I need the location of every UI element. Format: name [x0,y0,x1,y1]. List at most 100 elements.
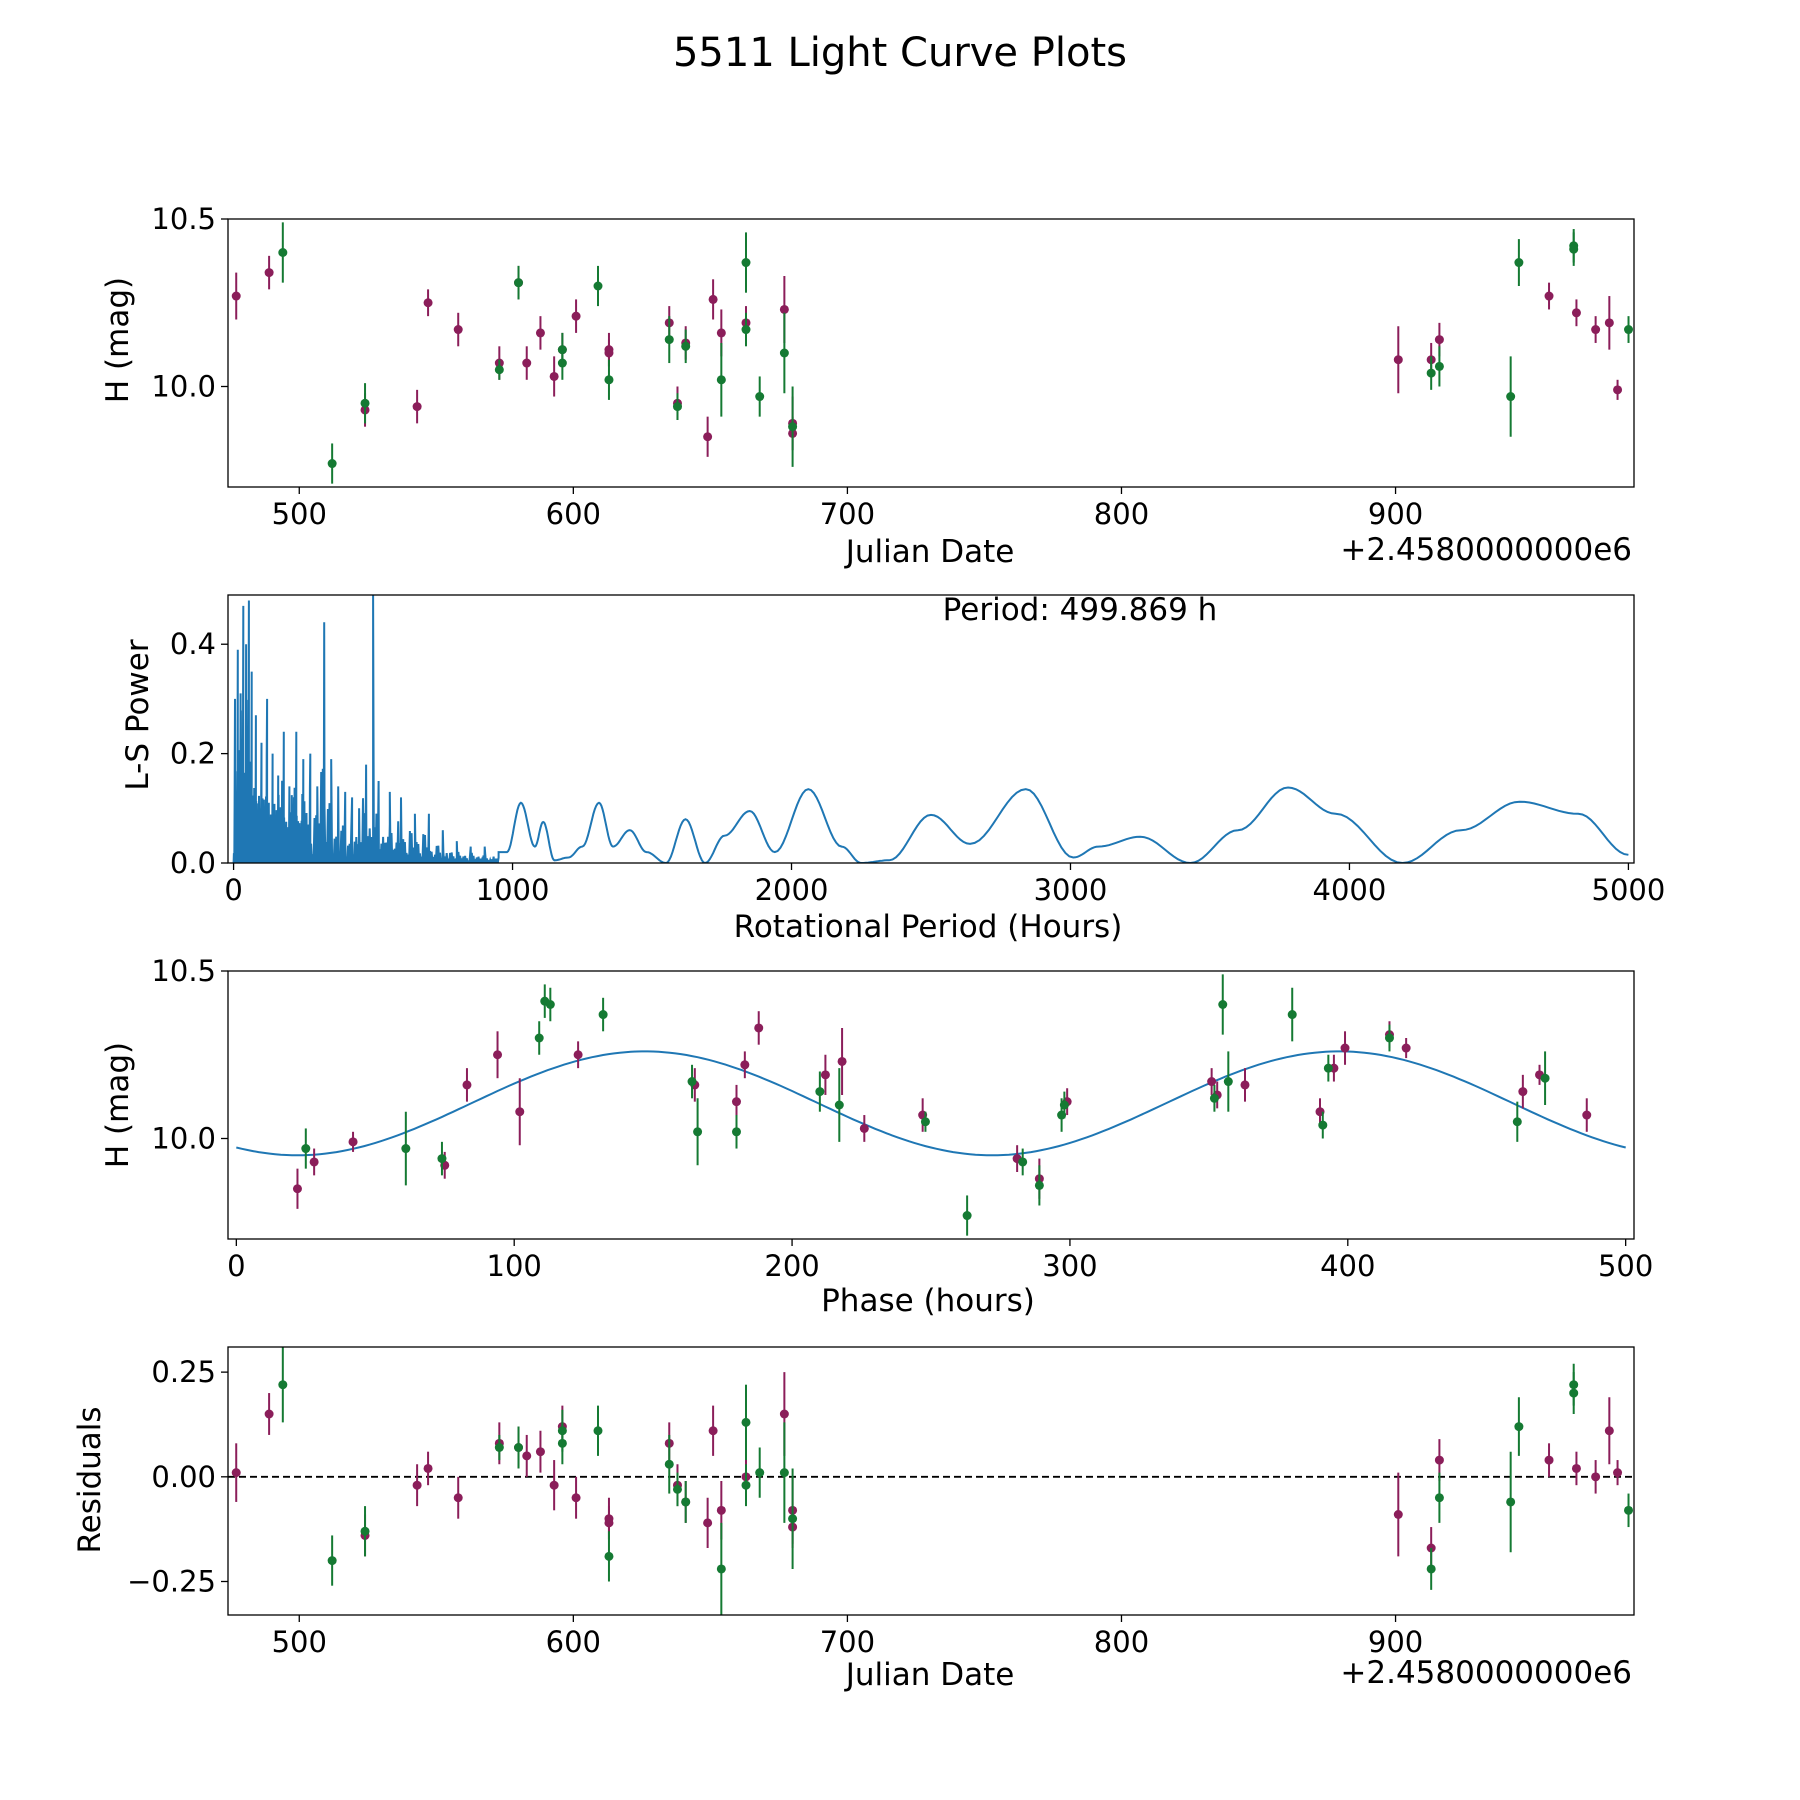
lightcurve-point-green [716,375,726,385]
residuals-point-green [514,1443,524,1452]
phase-point-green [1384,1033,1394,1043]
phase-point-green [1323,1063,1333,1073]
lightcurve-point-purple [1434,335,1444,345]
lightcurve-point-purple [264,268,274,278]
residuals-ytick-label: 0.25 [151,1355,216,1389]
residuals-point-purple [231,1468,241,1478]
phase-ytick-label: 10.5 [151,954,216,988]
lightcurve-point-green [604,375,614,385]
periodogram-xtick-label: 5000 [1592,873,1666,907]
residuals-point-purple [708,1426,718,1436]
residuals-point-purple [522,1451,532,1461]
phase-point-purple [740,1060,750,1070]
residuals-xtick-label: 800 [1094,1625,1149,1659]
lightcurve-point-green [741,325,751,335]
phase-ylabel: H (mag) [100,1042,136,1168]
residuals-point-green [593,1426,603,1436]
residuals-xtick-label: 900 [1368,1625,1423,1659]
phase-point-purple [309,1157,319,1167]
residuals-point-green [1426,1564,1436,1574]
residuals-point-green [664,1459,674,1469]
phase-point-green [815,1087,825,1097]
lightcurve-points [231,222,1634,484]
phase-xtick-label: 300 [1042,1249,1097,1283]
phase-point-green [437,1154,447,1164]
residuals-point-purple [571,1493,581,1503]
residuals-xtick-label: 700 [820,1625,875,1659]
phase-frame [227,970,1635,1240]
phase-point-green [1018,1157,1028,1167]
phase-point-green [1218,1000,1228,1009]
phase-point-purple [754,1023,764,1033]
residuals-point-green [1624,1505,1634,1515]
lightcurve-point-green [741,258,751,268]
lightcurve-xtick-label: 900 [1368,497,1423,531]
residuals-point-green [741,1417,751,1427]
residuals-point-green [360,1526,370,1536]
residuals-point-purple [264,1409,274,1419]
residuals-point-green [716,1564,726,1574]
residuals-point-green [557,1438,567,1448]
phase-point-green [1287,1010,1297,1020]
lightcurve-point-green [278,248,288,257]
lightcurve-point-purple [453,325,463,335]
lightcurve-point-green [1569,244,1579,254]
phase-point-green [1223,1077,1233,1087]
periodogram-xtick-label: 2000 [755,873,829,907]
residuals-point-purple [412,1480,422,1490]
lightcurve-xtick-label: 500 [272,497,327,531]
residuals-point-green [278,1380,288,1390]
phase-panel: Phase (hours) H (mag) 0 100 200 300 400 500 10… [100,954,1653,1319]
phase-point-purple [1340,1043,1350,1053]
lightcurve-point-green [681,341,691,351]
phase-xtick-label: 500 [1598,1249,1653,1283]
residuals-point-green [1569,1388,1579,1398]
lightcurve-point-green [1506,392,1516,402]
periodogram-panel: Rotational Period (Hours) L-S Power Peri… [120,592,1665,945]
residuals-point-green [779,1468,789,1478]
periodogram-ytick-label: 0.2 [170,737,216,771]
lightcurve-frame [227,218,1635,488]
residuals-point-green [755,1468,765,1478]
residuals-point-green [604,1551,614,1561]
periodogram-xtick-label: 4000 [1313,873,1387,907]
lightcurve-point-green [1434,361,1444,371]
phase-point-purple [292,1184,302,1194]
lightcurve-point-purple [231,291,241,301]
residuals-point-purple [1393,1510,1403,1519]
phase-point-purple [573,1050,583,1060]
phase-point-green [962,1211,972,1221]
phase-xtick-label: 200 [764,1249,819,1283]
phase-point-purple [462,1080,472,1090]
phase-xlabel: Phase (hours) [821,1283,1035,1319]
phase-point-green [1034,1180,1044,1190]
periodogram-ylabel: L-S Power [120,639,156,790]
periodogram-frame [227,594,1635,864]
lightcurve-point-purple [779,304,789,314]
phase-point-purple [1207,1077,1217,1087]
residuals-point-purple [1544,1455,1554,1465]
residuals-point-purple [604,1518,614,1528]
phase-point-green [1209,1093,1219,1103]
residuals-offset-text: +2.4580000000e6 [1340,1655,1632,1691]
residuals-ytick-label: −0.25 [127,1565,216,1599]
residuals-point-green [1506,1497,1516,1507]
residuals-point-purple [549,1480,559,1490]
lightcurve-ytick-label: 10.5 [151,202,216,236]
residuals-point-green [788,1514,798,1524]
residuals-point-purple [1591,1472,1601,1482]
periodogram-curve-group [232,595,1629,863]
residuals-panel: Julian Date Residuals +2.4580000000e6 50… [72,1346,1635,1693]
phase-point-purple [1518,1087,1528,1097]
phase-point-green [920,1117,930,1127]
figure-title: 5511 Light Curve Plots [673,30,1127,76]
phase-point-green [1318,1120,1328,1130]
residuals-point-purple [716,1505,726,1515]
periodogram-xtick-label: 1000 [476,873,550,907]
periodogram-line [232,595,1629,863]
phase-point-green [1512,1117,1522,1127]
residuals-point-purple [453,1493,463,1503]
lightcurve-point-green [514,278,524,288]
lightcurve-point-purple [1604,318,1614,328]
lightcurve-offset-text: +2.4580000000e6 [1340,532,1632,568]
